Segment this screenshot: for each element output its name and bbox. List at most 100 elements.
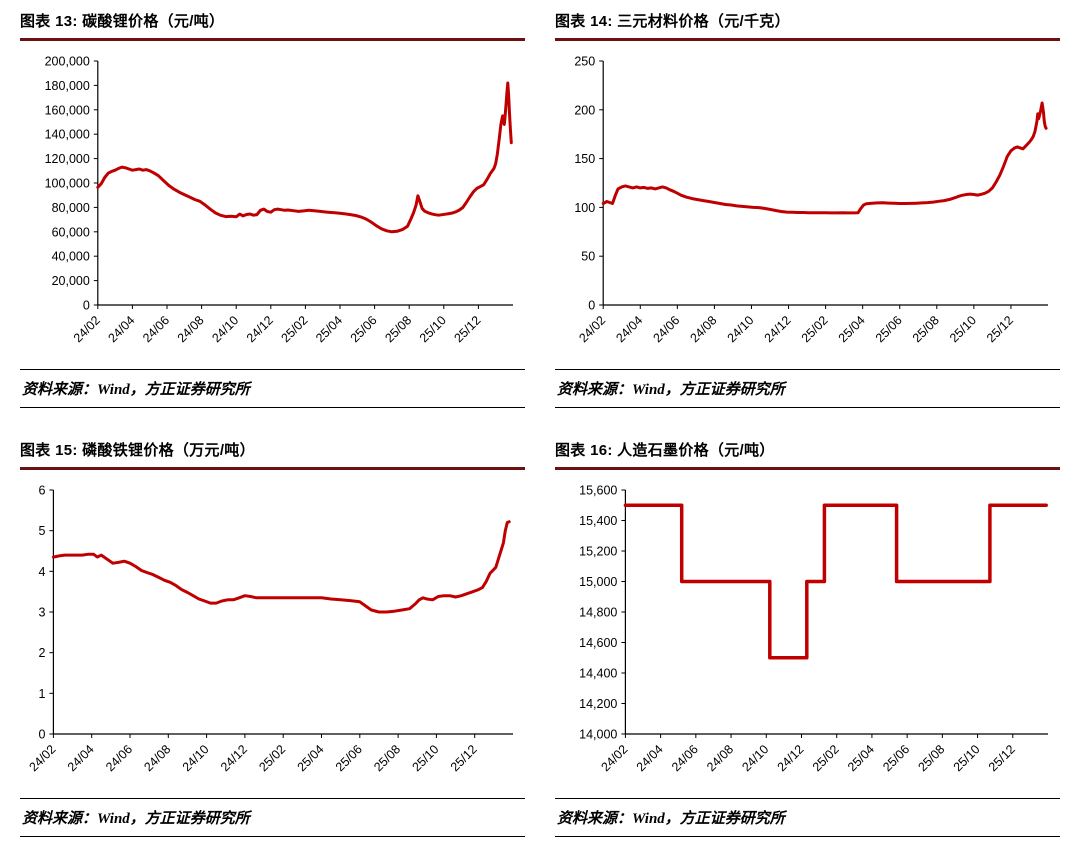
- svg-text:0: 0: [83, 299, 90, 313]
- svg-text:25/08: 25/08: [382, 313, 414, 345]
- svg-text:3: 3: [38, 606, 45, 620]
- svg-text:24/08: 24/08: [704, 742, 736, 774]
- svg-text:60,000: 60,000: [52, 225, 90, 239]
- svg-text:150: 150: [574, 152, 595, 166]
- svg-text:25/10: 25/10: [410, 742, 442, 774]
- svg-text:25/06: 25/06: [880, 742, 912, 774]
- svg-text:24/06: 24/06: [103, 742, 135, 774]
- source-text: 资料来源：Wind，方正证券研究所: [557, 811, 785, 827]
- svg-text:24/04: 24/04: [106, 313, 138, 345]
- artificial-graphite-price-step-chart: 14,000 14,200 14,400 14,600 14,800 15,000 15,2…: [579, 484, 1048, 774]
- chart-panel-15: 图表 15: 磷酸铁锂价格（万元/吨） 0 1 2 3 4 5 6 24/02 24/04 24/…: [20, 439, 525, 848]
- svg-text:1: 1: [38, 687, 45, 701]
- svg-text:24/12: 24/12: [762, 313, 794, 345]
- svg-text:24/04: 24/04: [65, 742, 97, 774]
- svg-text:6: 6: [38, 484, 45, 498]
- svg-text:25/06: 25/06: [333, 742, 365, 774]
- svg-text:100,000: 100,000: [45, 177, 90, 191]
- svg-text:24/08: 24/08: [141, 742, 173, 774]
- svg-text:24/06: 24/06: [650, 313, 682, 345]
- svg-text:25/06: 25/06: [348, 313, 380, 345]
- svg-text:15,400: 15,400: [579, 514, 617, 528]
- svg-text:25/10: 25/10: [417, 313, 449, 345]
- svg-text:24/06: 24/06: [140, 313, 172, 345]
- svg-text:15,000: 15,000: [579, 575, 617, 589]
- svg-text:25/04: 25/04: [295, 742, 327, 774]
- svg-text:24/12: 24/12: [218, 742, 250, 774]
- chart-13-title: 图表 13: 碳酸锂价格（元/吨）: [20, 13, 225, 30]
- chart-14-title: 图表 14: 三元材料价格（元/千克）: [555, 13, 790, 30]
- chart-16-title: 图表 16: 人造石墨价格（元/吨）: [555, 442, 775, 459]
- svg-text:200: 200: [574, 103, 595, 117]
- svg-text:24/02: 24/02: [71, 313, 103, 345]
- svg-text:25/02: 25/02: [256, 742, 288, 774]
- svg-text:24/12: 24/12: [775, 742, 807, 774]
- svg-text:200,000: 200,000: [45, 55, 90, 69]
- svg-text:15,200: 15,200: [579, 545, 617, 559]
- svg-text:14,000: 14,000: [579, 728, 617, 742]
- svg-text:140,000: 140,000: [45, 128, 90, 142]
- svg-text:14,600: 14,600: [579, 636, 617, 650]
- svg-text:14,400: 14,400: [579, 667, 617, 681]
- title-underline: [20, 38, 525, 41]
- svg-text:180,000: 180,000: [45, 79, 90, 93]
- svg-text:25/02: 25/02: [279, 313, 311, 345]
- svg-text:24/02: 24/02: [576, 313, 608, 345]
- source-text: 资料来源：Wind，方正证券研究所: [22, 811, 250, 827]
- svg-text:24/04: 24/04: [613, 313, 645, 345]
- svg-text:15,600: 15,600: [579, 484, 617, 498]
- chart-panel-13: 图表 13: 碳酸锂价格（元/吨） 0 20,000 40,000 60,000 80,…: [20, 10, 525, 419]
- svg-text:120,000: 120,000: [45, 152, 90, 166]
- svg-text:25/08: 25/08: [371, 742, 403, 774]
- svg-text:25/08: 25/08: [915, 742, 947, 774]
- svg-text:25/12: 25/12: [448, 742, 480, 774]
- svg-text:24/10: 24/10: [209, 313, 241, 345]
- svg-text:20,000: 20,000: [52, 274, 90, 288]
- svg-text:25/12: 25/12: [984, 313, 1016, 345]
- svg-text:24/02: 24/02: [27, 742, 59, 774]
- ternary-material-price-line-chart: 0 50 100 150 200 250 24/02 24/04 24/06 24/08 24/10…: [574, 55, 1048, 345]
- svg-text:0: 0: [38, 728, 45, 742]
- title-underline: [20, 467, 525, 470]
- svg-text:100: 100: [574, 201, 595, 215]
- svg-text:14,800: 14,800: [579, 606, 617, 620]
- source-note: 资料来源：Wind，方正证券研究所: [20, 798, 525, 837]
- chart-15-title: 图表 15: 磷酸铁锂价格（万元/吨）: [20, 442, 255, 459]
- svg-text:24/12: 24/12: [244, 313, 276, 345]
- svg-text:25/04: 25/04: [836, 313, 868, 345]
- svg-text:24/10: 24/10: [725, 313, 757, 345]
- svg-text:2: 2: [38, 646, 45, 660]
- source-note: 资料来源：Wind，方正证券研究所: [555, 369, 1060, 408]
- source-note: 资料来源：Wind，方正证券研究所: [555, 798, 1060, 837]
- svg-text:24/08: 24/08: [688, 313, 720, 345]
- lithium-carbonate-price-line-chart: 0 20,000 40,000 60,000 80,000 100,000 120,000 1…: [45, 55, 513, 345]
- svg-text:24/06: 24/06: [669, 742, 701, 774]
- chart-panel-14: 图表 14: 三元材料价格（元/千克） 0 50 100 150 200 250 24/02…: [555, 10, 1060, 419]
- source-text: 资料来源：Wind，方正证券研究所: [22, 382, 250, 398]
- svg-text:4: 4: [38, 565, 45, 579]
- svg-text:160,000: 160,000: [45, 103, 90, 117]
- chart-panel-16: 图表 16: 人造石墨价格（元/吨） 14,000 14,200 14,400 14,…: [555, 439, 1060, 848]
- svg-text:25/10: 25/10: [951, 742, 983, 774]
- svg-text:24/10: 24/10: [739, 742, 771, 774]
- svg-text:50: 50: [581, 250, 595, 264]
- svg-text:25/08: 25/08: [910, 313, 942, 345]
- svg-text:250: 250: [574, 55, 595, 69]
- svg-text:25/02: 25/02: [799, 313, 831, 345]
- svg-text:25/12: 25/12: [452, 313, 484, 345]
- svg-text:40,000: 40,000: [52, 250, 90, 264]
- svg-text:25/04: 25/04: [845, 742, 877, 774]
- svg-text:25/10: 25/10: [947, 313, 979, 345]
- source-note: 资料来源：Wind，方正证券研究所: [20, 369, 525, 408]
- title-underline: [555, 467, 1060, 470]
- svg-text:25/12: 25/12: [986, 742, 1018, 774]
- svg-text:24/08: 24/08: [175, 313, 207, 345]
- svg-text:25/04: 25/04: [313, 313, 345, 345]
- svg-text:24/10: 24/10: [180, 742, 212, 774]
- svg-text:24/04: 24/04: [634, 742, 666, 774]
- svg-text:25/06: 25/06: [873, 313, 905, 345]
- svg-text:5: 5: [38, 524, 45, 538]
- source-text: 资料来源：Wind，方正证券研究所: [557, 382, 785, 398]
